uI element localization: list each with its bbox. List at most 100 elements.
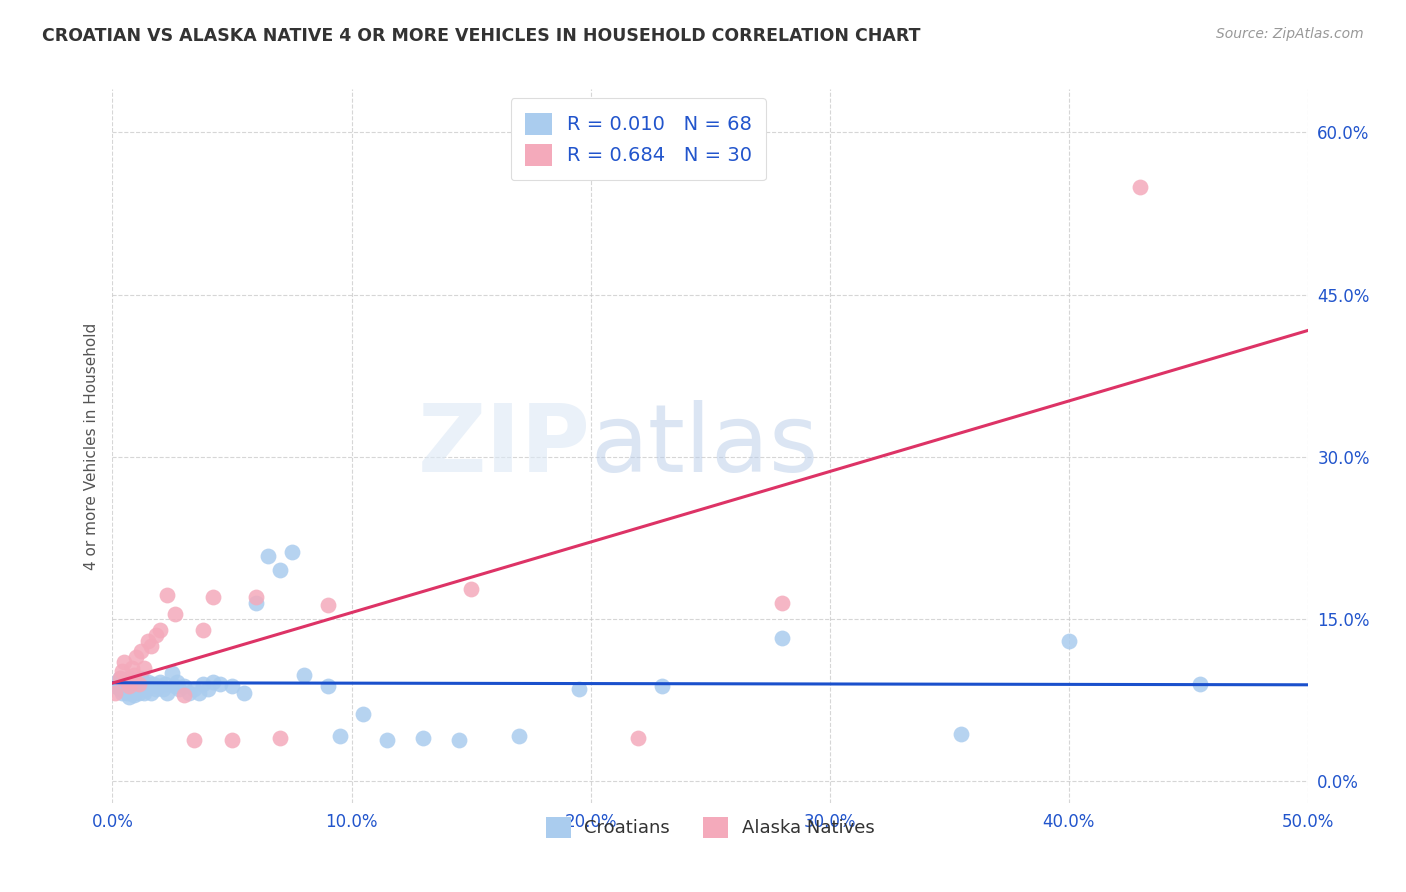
Point: [105, 674, 128, 689]
Point: [209, 677, 232, 691]
Point: [111, 664, 134, 678]
Point: [118, 679, 141, 693]
Point: [145, 628, 167, 642]
Point: [115, 685, 138, 699]
Point: [149, 623, 172, 637]
Y-axis label: 4 or more Vehicles in Household: 4 or more Vehicles in Household: [83, 322, 98, 570]
Point: [142, 677, 165, 691]
Text: ZIP: ZIP: [418, 400, 591, 492]
Point: [128, 677, 150, 691]
Point: [145, 682, 167, 697]
Point: [139, 685, 162, 699]
Point: [132, 679, 155, 693]
Point: [245, 591, 267, 605]
Point: [135, 682, 157, 697]
Point: [163, 607, 186, 621]
Point: [114, 673, 135, 688]
Point: [173, 679, 195, 693]
Point: [770, 632, 793, 646]
Legend: Croatians, Alaska Natives: Croatians, Alaska Natives: [538, 811, 882, 845]
Point: [770, 596, 793, 610]
Point: [221, 733, 243, 747]
Point: [108, 672, 131, 686]
Point: [138, 633, 160, 648]
Point: [187, 685, 209, 699]
Point: [1129, 179, 1152, 194]
Point: [128, 685, 150, 699]
Point: [121, 683, 143, 698]
Text: atlas: atlas: [591, 400, 818, 492]
Point: [412, 731, 434, 745]
Point: [111, 685, 134, 699]
Point: [138, 674, 160, 689]
Point: [460, 582, 482, 596]
Point: [166, 674, 188, 689]
Point: [129, 644, 152, 658]
Point: [1057, 633, 1080, 648]
Text: CROATIAN VS ALASKA NATIVE 4 OR MORE VEHICLES IN HOUSEHOLD CORRELATION CHART: CROATIAN VS ALASKA NATIVE 4 OR MORE VEHI…: [42, 27, 921, 45]
Point: [114, 655, 135, 669]
Point: [201, 674, 224, 689]
Point: [146, 679, 169, 693]
Point: [115, 677, 138, 691]
Point: [173, 688, 195, 702]
Point: [108, 672, 131, 686]
Point: [245, 596, 267, 610]
Point: [125, 674, 148, 689]
Point: [316, 598, 339, 612]
Point: [156, 588, 179, 602]
Point: [129, 682, 152, 697]
Point: [233, 685, 256, 699]
Point: [281, 545, 304, 559]
Point: [257, 549, 280, 564]
Point: [122, 679, 145, 693]
Point: [111, 677, 134, 691]
Point: [104, 685, 127, 699]
Point: [132, 660, 155, 674]
Point: [118, 690, 141, 704]
Point: [156, 685, 179, 699]
Point: [269, 563, 291, 577]
Point: [114, 681, 135, 696]
Point: [121, 674, 143, 689]
Point: [125, 649, 148, 664]
Point: [122, 688, 145, 702]
Point: [269, 731, 291, 745]
Point: [132, 685, 155, 699]
Point: [183, 682, 205, 697]
Point: [292, 668, 315, 682]
Point: [447, 733, 470, 747]
Point: [316, 679, 339, 693]
Point: [149, 674, 172, 689]
Point: [197, 682, 219, 697]
Point: [104, 679, 127, 693]
Point: [183, 733, 205, 747]
Point: [568, 682, 591, 697]
Point: [118, 672, 141, 686]
Point: [193, 623, 215, 637]
Point: [201, 591, 224, 605]
Point: [221, 679, 243, 693]
Point: [121, 660, 143, 674]
Point: [138, 679, 160, 693]
Point: [163, 679, 186, 693]
Text: Source: ZipAtlas.com: Source: ZipAtlas.com: [1216, 27, 1364, 41]
Point: [508, 729, 530, 743]
Point: [135, 677, 157, 691]
Point: [651, 679, 673, 693]
Point: [139, 639, 162, 653]
Point: [377, 733, 399, 747]
Point: [193, 677, 215, 691]
Point: [128, 677, 150, 691]
Point: [129, 672, 152, 686]
Point: [162, 666, 183, 681]
Point: [115, 674, 138, 689]
Point: [169, 682, 191, 697]
Point: [177, 685, 200, 699]
Point: [329, 729, 352, 743]
Point: [152, 682, 174, 697]
Point: [950, 726, 973, 740]
Point: [108, 682, 131, 697]
Point: [1189, 677, 1212, 691]
Point: [122, 668, 145, 682]
